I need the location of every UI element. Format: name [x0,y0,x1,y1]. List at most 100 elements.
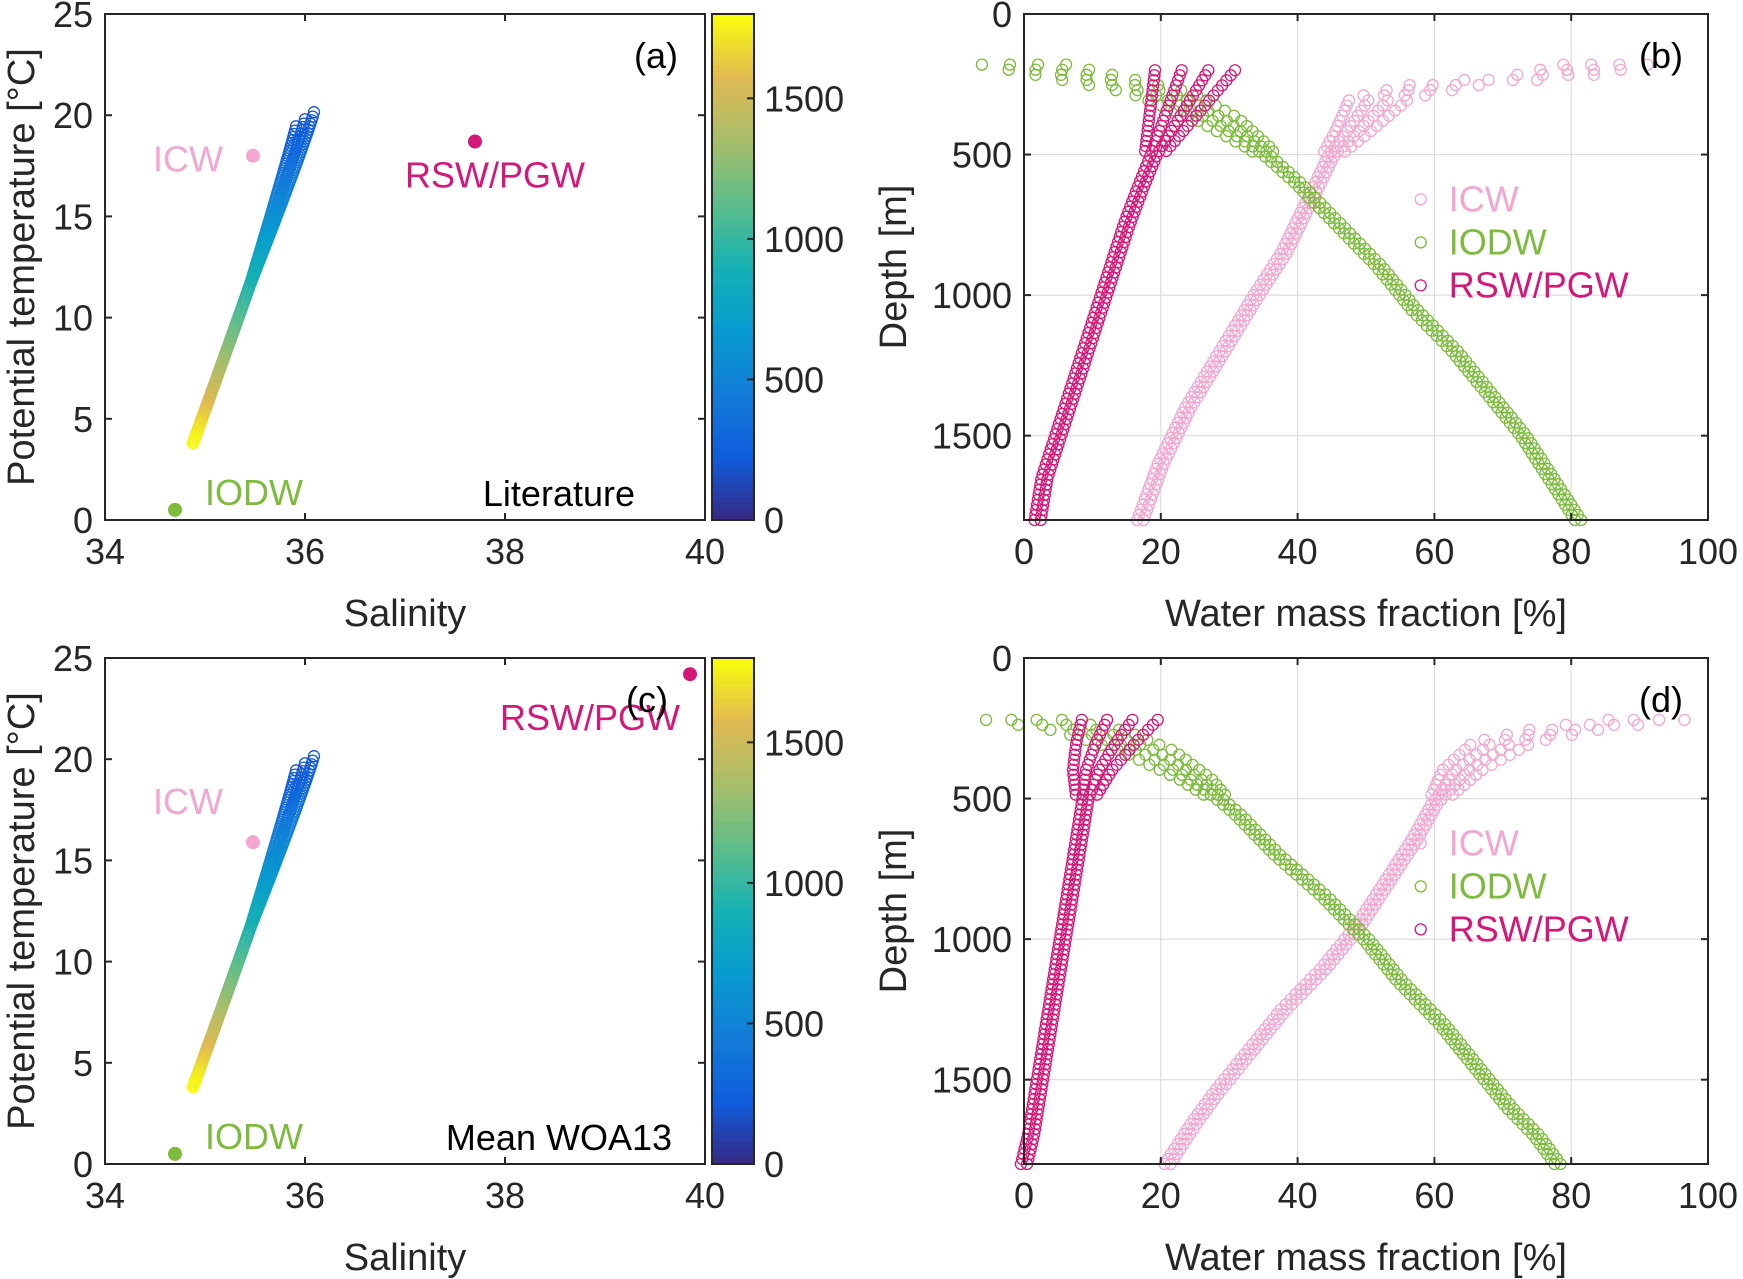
panel-c-colorbar-band [712,950,754,957]
panel-b-ytick-label: 500 [952,135,1012,176]
panel-b-series-iodw-point [1210,124,1224,138]
panel-b-series-rswpgw-point [1148,69,1161,82]
panel-b-legend-marker [1414,279,1427,292]
panel-d-series-iodw-point [979,713,993,726]
panel-d-series-rswpgw-point [1068,753,1081,766]
panel-d-series-iodw-point [1163,768,1177,781]
panel-b-series-rswpgw-point [1144,99,1157,112]
panel-d-ytick-label: 1500 [932,1060,1012,1101]
panel-a-colorbar-band [712,356,754,364]
panel-c-ytick-label: 5 [73,1043,93,1084]
panel-d-xtick-label: 0 [1014,1175,1034,1216]
panel-c-colorbar-band [712,860,754,867]
panel-d-series-iodw-point [1143,758,1156,771]
panel-d-series-icw-point [1678,713,1691,726]
panel-a-colorbar-band [712,463,754,470]
panel-b-series-iodw-point [1029,68,1042,81]
panel-a-colorbar-band [712,480,754,487]
panel-c-colorbar-band [712,658,754,665]
panel-c-ytick-label: 10 [53,942,93,983]
panel-c-ytick-label: 0 [73,1144,93,1185]
panel-c-colorbar-band [712,719,754,727]
panel-b-series-icw-point [1587,63,1601,76]
panel-c-colorbar-band [712,759,754,766]
panel-a-colorbar-band [712,143,754,150]
panel-c-colorbar-tick-label: 500 [764,1003,824,1044]
panel-b-legend-entry: IODW [1449,221,1547,262]
panel-c-colorbar-band [712,753,754,760]
panel-b-series-rswpgw-point [1146,84,1159,97]
panel-c-colorbar-band [712,961,754,968]
panel-b-series-iodw-point [1201,119,1214,133]
panel-a-colorbar-band [712,115,754,122]
panel-d-ytick-label: 1000 [932,919,1012,960]
panel-d-xtick-label: 100 [1678,1175,1738,1216]
panel-c-colorbar-band [712,1102,754,1109]
panel-d-series-rswpgw-point [1080,763,1093,776]
panel-a-colorbar-band [712,289,754,296]
panel-a-colorbar-band [712,126,754,133]
panel-a-colorbar-band [712,340,754,347]
panel-c-colorbar-band [712,697,754,704]
panel-a-colorbar-band [712,182,754,189]
panel-a-axes-box [104,13,706,521]
panel-a-xtick-label: 38 [485,531,525,572]
panel-b-series-rswpgw-point [1142,119,1155,132]
panel-d-series-icw-point [1583,718,1597,731]
panel-a-colorbar-band [712,306,754,313]
panel-b-xtick-label: 80 [1551,531,1591,572]
panel-a-colorbar: 0 500 1000 1500 [711,13,844,541]
panel-b-series-icw-point [1613,58,1626,71]
panel-c-colorbar: 0 500 1000 1500 [711,657,844,1185]
panel-d-xtick-label: 40 [1278,1175,1318,1216]
panel-c-colorbar-band [712,894,754,901]
panel-d-series-icw-point [1591,723,1605,736]
panel-a-xlabel: Salinity [344,593,467,635]
panel-a-ytick-label: 20 [53,95,93,136]
panel-a-colorbar-band [712,401,754,409]
panel-d-ytick-label: 0 [992,638,1012,679]
panel-c-xtick-label: 38 [485,1175,525,1216]
panel-c-marks: ICW RSW/PGW IODW [153,667,697,1161]
panel-a-colorbar-band [712,148,754,156]
panel-a-colorbar-band [712,458,754,465]
panel-c-colorbar-band [712,725,754,732]
panel-c-colorbar-band [712,984,754,991]
panel-a-xtick-label: 36 [285,531,325,572]
panel-c-colorbar-band [712,849,754,856]
panel-a-colorbar-band [712,36,754,43]
panel-a-colorbar-band [712,345,754,352]
panel-a-colorbar-band [712,98,754,105]
panel-c-colorbar-band [712,967,754,974]
panel-a-colorbar-band [712,193,754,201]
panel-c-colorbar-band [712,899,754,906]
panel-c-ytick-label: 15 [53,840,93,881]
panel-c-colorbar-band [712,708,754,715]
panel-c-profile-point [186,1080,200,1094]
panel-b-series-iodw-point [1129,89,1142,102]
panel-a-endmember-label: ICW [153,139,223,180]
panel-d-legend-marker [1414,880,1427,893]
panel-d-series-icw-point [1539,733,1552,746]
panel-d-series-icw-point [1486,748,1500,761]
panel-a-endmember-iodw-point [168,502,182,517]
panel-c-colorbar-band [712,1034,754,1041]
panel-a-colorbar-band [712,362,754,369]
panel-d-legend-marker [1414,923,1427,936]
panel-b-series-rswpgw-point [1147,74,1160,87]
panel-a-colorbar-band [712,424,754,431]
panel-d-series-rswpgw-point [1070,733,1084,746]
panel-b-series-iodw-point [975,58,989,71]
panel-a-colorbar-band [712,250,754,257]
panel-d-series-iodw-point [1132,753,1146,766]
panel-a-colorbar-band [712,42,754,49]
panel-d-series-rswpgw-point [1069,738,1083,751]
panel-c-xlabel: Salinity [344,1237,467,1279]
panel-a-colorbar-band [712,514,754,521]
panel-b-series-rswpgw-point [1160,144,1173,158]
panel-c-colorbar-band [712,854,754,861]
panel-c-colorbar-band [712,1107,754,1114]
panel-c-yticks: 0 5 10 15 20 25 [53,638,705,1185]
panel-a-colorbar-band [712,328,754,336]
panel-c-colorbar-tick-label: 1000 [764,863,844,904]
